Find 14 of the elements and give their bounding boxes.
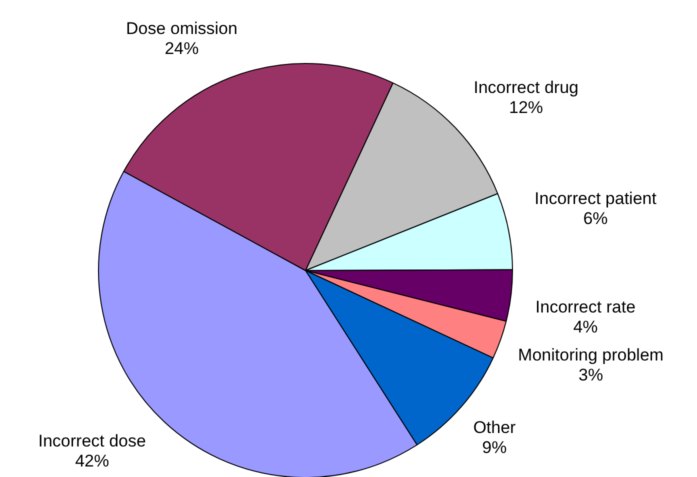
data-label: 6% bbox=[583, 208, 608, 228]
slice-label: Monitoring problem bbox=[518, 345, 664, 364]
slice-label: Incorrect dose bbox=[38, 431, 146, 450]
slice-label: Other bbox=[473, 418, 516, 437]
slice-label: Incorrect drug bbox=[474, 78, 578, 97]
data-label: 12% bbox=[509, 98, 544, 117]
data-label: 3% bbox=[578, 365, 604, 384]
slice-label: Incorrect rate bbox=[535, 298, 636, 317]
slice-label: Dose omission bbox=[126, 19, 238, 38]
slice-label: Incorrect patient bbox=[534, 188, 657, 208]
data-label: 24% bbox=[164, 39, 199, 58]
data-label: 9% bbox=[482, 438, 507, 457]
data-label: 4% bbox=[573, 318, 598, 337]
data-label: 42% bbox=[75, 451, 110, 470]
